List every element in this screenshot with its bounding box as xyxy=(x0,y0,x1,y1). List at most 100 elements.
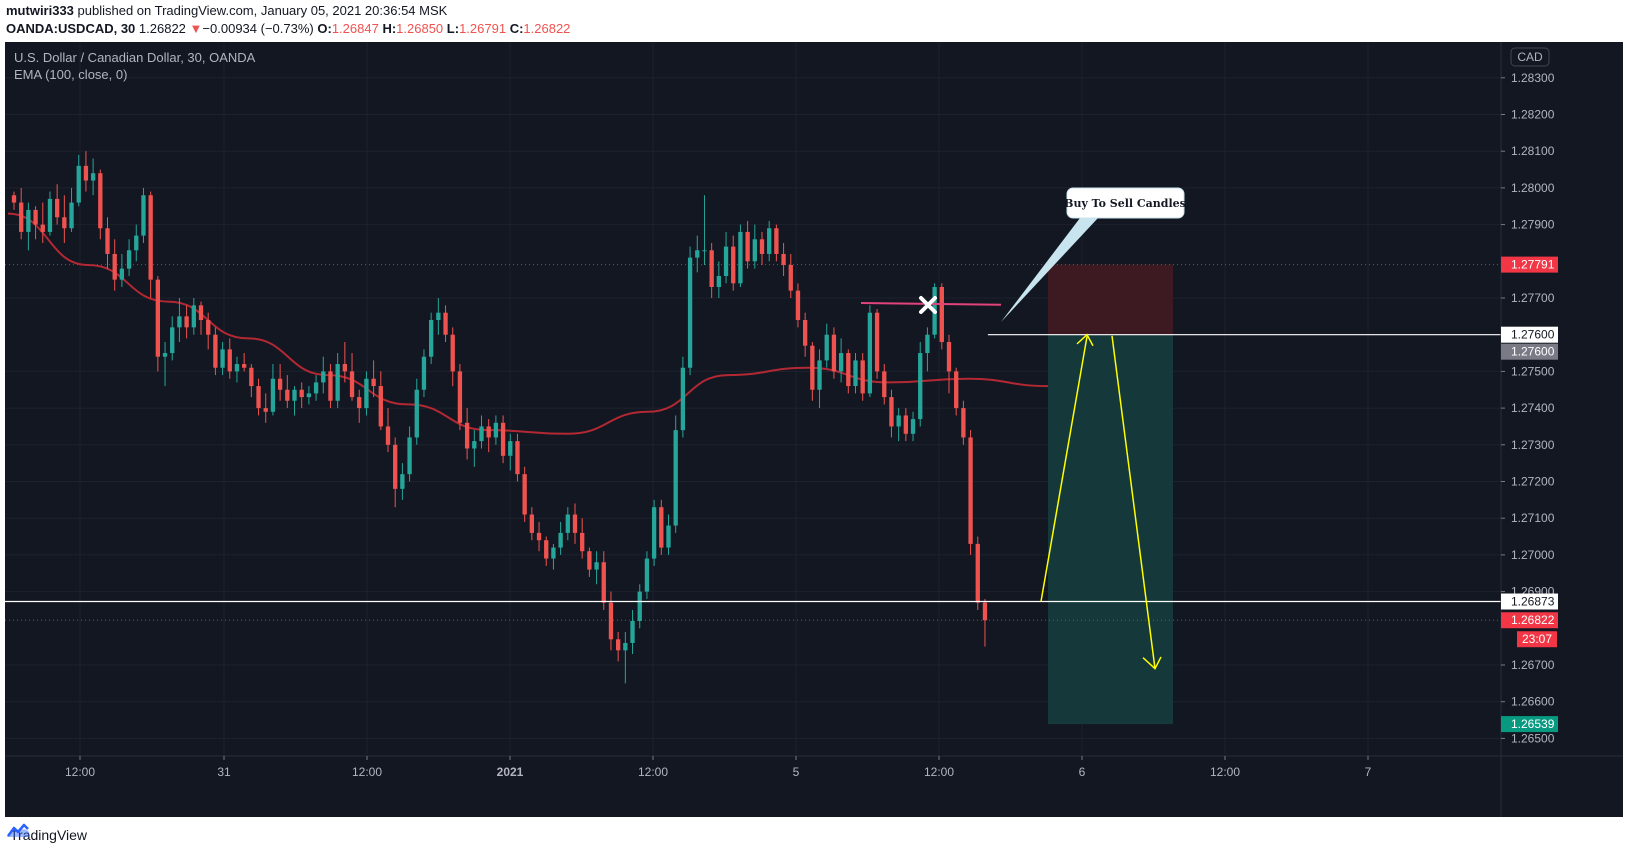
callout-pointer xyxy=(1001,218,1098,322)
candle xyxy=(141,187,146,243)
candle-body xyxy=(982,602,988,621)
candle xyxy=(428,312,434,365)
candle xyxy=(680,356,686,438)
candle-body xyxy=(529,514,535,533)
candle-body xyxy=(522,474,527,515)
price-tick-label: 1.27300 xyxy=(1511,438,1555,452)
candle-body xyxy=(687,257,693,368)
candle-body xyxy=(134,235,139,251)
candle xyxy=(263,393,268,423)
candle xyxy=(213,327,218,376)
price-axis-label-bg xyxy=(1501,716,1558,733)
candle-body xyxy=(191,305,196,328)
candle-body xyxy=(695,250,700,258)
price-axis-label: 1.27600 xyxy=(1501,343,1558,360)
low-label: L: xyxy=(446,21,460,36)
candle-body xyxy=(33,209,38,225)
candle xyxy=(177,298,182,343)
candle-body xyxy=(731,246,736,284)
candle-body xyxy=(436,312,441,321)
ohlc-header: OANDA:USDCAD, 30 1.26822 ▼−0.00934 (−0.7… xyxy=(6,21,570,36)
candle xyxy=(824,323,829,368)
candle-body xyxy=(565,514,570,533)
candle-body xyxy=(867,312,873,394)
candle xyxy=(170,316,175,361)
footer-brand: TradingView xyxy=(10,827,88,843)
candle xyxy=(925,327,930,372)
candle xyxy=(910,411,916,442)
candle-body xyxy=(19,202,24,232)
candle-body xyxy=(659,507,664,548)
candle xyxy=(321,356,326,394)
price-axis-label-text: 23:07 xyxy=(1522,632,1552,646)
symbol: OANDA:USDCAD, 30 xyxy=(6,21,136,36)
candle-body xyxy=(342,364,348,372)
candle xyxy=(436,298,441,335)
candle-body xyxy=(321,371,326,383)
candle-body xyxy=(615,639,621,651)
candle-body xyxy=(493,422,499,438)
candle xyxy=(19,187,24,240)
candle xyxy=(11,191,17,210)
candle xyxy=(774,224,779,262)
chart-area[interactable]: Buy To Sell Candles 1.28300 1.28200 1.28100… xyxy=(5,42,1623,817)
currency-button[interactable]: CAD xyxy=(1510,47,1550,67)
price-tick-label: 1.27100 xyxy=(1511,511,1555,525)
candle xyxy=(882,364,887,405)
price-axis-label-bg xyxy=(1501,593,1558,610)
candle xyxy=(292,386,297,416)
candle xyxy=(198,301,204,335)
candle xyxy=(76,154,81,207)
candle xyxy=(148,191,153,298)
candle-body xyxy=(313,382,319,394)
price-tick-label: 1.26600 xyxy=(1511,695,1555,709)
candle-body xyxy=(141,195,146,236)
candle-body xyxy=(623,642,628,651)
price-axis-label-bg xyxy=(1501,612,1558,629)
price-tick-label: 1.27500 xyxy=(1511,364,1555,378)
candle-body xyxy=(723,246,729,276)
time-tick-label: 6 xyxy=(1079,765,1086,779)
candle xyxy=(227,338,232,379)
time-tick-label: 12:00 xyxy=(638,765,668,779)
price-change: −0.00934 (−0.73%) xyxy=(202,21,314,36)
candle-body xyxy=(767,228,772,254)
candle xyxy=(580,518,585,559)
candle-body xyxy=(62,217,67,229)
candle xyxy=(608,591,614,651)
candle-body xyxy=(105,228,110,254)
candle-body xyxy=(414,389,419,438)
open-value: 1.26847 xyxy=(331,21,379,36)
candle-body xyxy=(371,378,376,387)
candle-body xyxy=(795,290,801,321)
candle xyxy=(270,364,276,416)
candle xyxy=(328,364,333,409)
candle-body xyxy=(385,426,391,445)
candle-body xyxy=(946,342,952,372)
candle xyxy=(954,367,959,416)
candle xyxy=(357,389,362,423)
candle-body xyxy=(206,320,211,335)
candle xyxy=(371,360,376,398)
candle-body xyxy=(162,353,168,357)
candle-body xyxy=(788,264,793,291)
candle-body xyxy=(349,371,355,398)
candle xyxy=(918,342,923,427)
candle xyxy=(378,371,383,431)
candle-body xyxy=(551,547,556,559)
candle xyxy=(342,342,348,383)
candle xyxy=(630,609,635,654)
candle xyxy=(515,433,520,482)
legend-indicator[interactable]: EMA (100, close, 0) xyxy=(14,67,128,82)
candle xyxy=(98,169,103,240)
candle-body xyxy=(954,371,959,409)
author-name[interactable]: mutwiri333 xyxy=(6,3,74,18)
price-axis-label-text: 1.26822 xyxy=(1511,613,1555,627)
candle xyxy=(975,536,980,610)
candle xyxy=(831,327,837,379)
candle xyxy=(299,382,304,409)
up-arrow-line xyxy=(1040,336,1088,602)
price-tick-label: 1.27400 xyxy=(1511,401,1555,415)
candle-body xyxy=(234,364,240,372)
price-chart[interactable]: Buy To Sell Candles 1.28300 1.28200 1.28100… xyxy=(5,42,1623,817)
